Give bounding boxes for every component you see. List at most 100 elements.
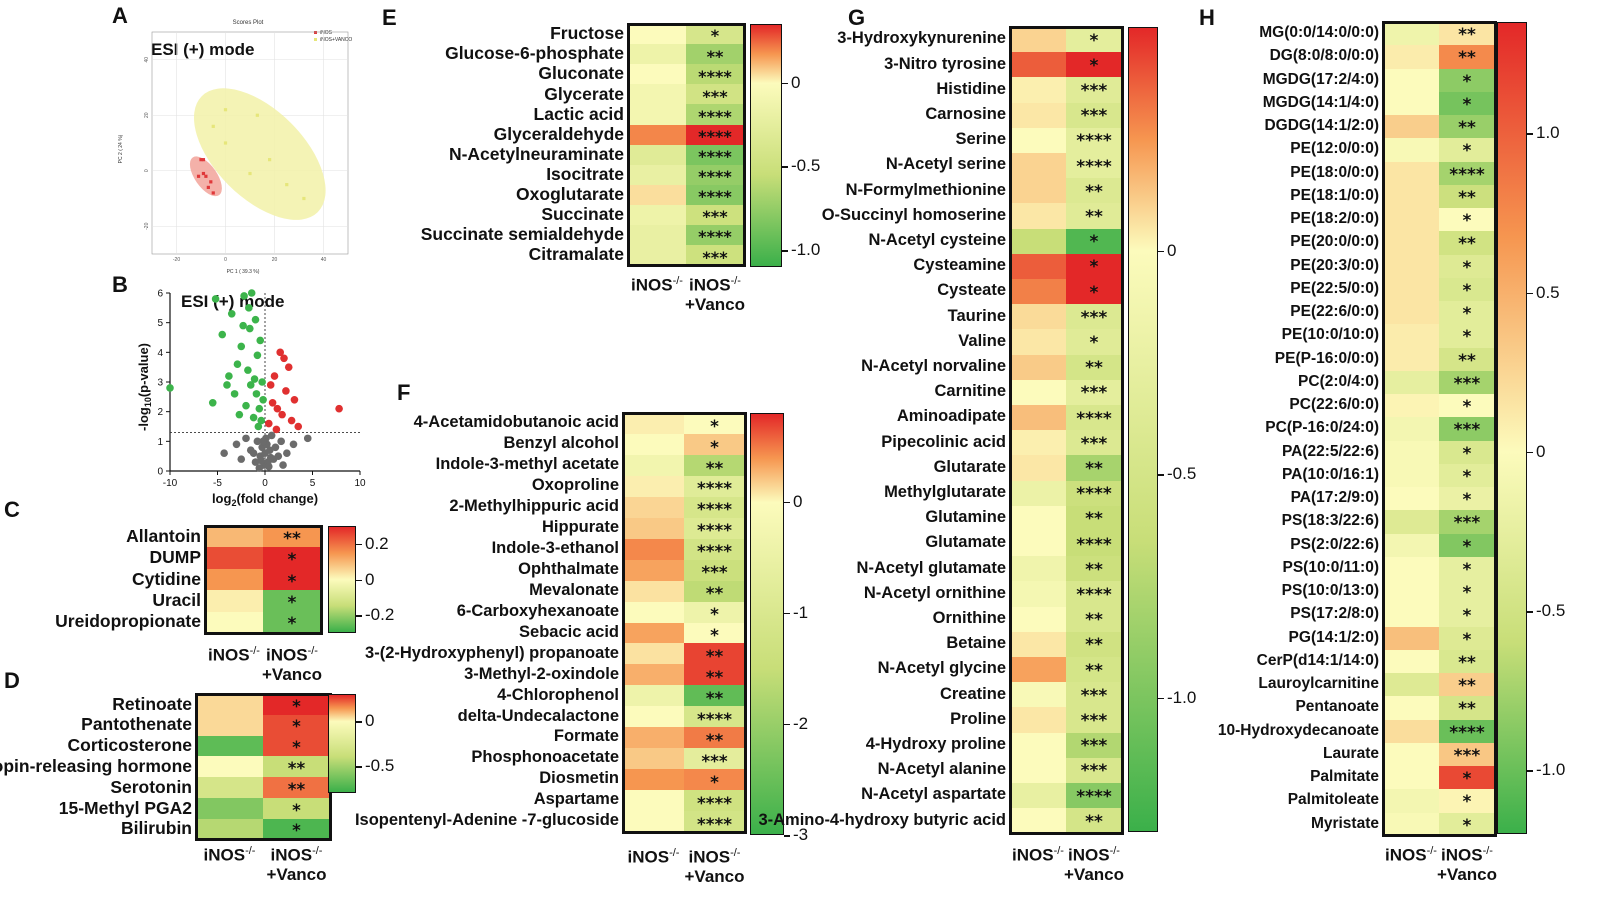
heatmap-cell [1010,808,1067,834]
significance-stars: ** [1085,181,1103,202]
heatmap-cell [1439,626,1496,651]
heatmap-cell [1383,370,1440,395]
heatmap-cell [1010,77,1067,104]
heatmap-cell [205,611,264,634]
scores-xtick: 20 [272,257,278,263]
significance-stars: **** [696,478,733,499]
heatmap-cell [684,727,746,749]
heatmap-cell [1010,304,1067,330]
row-label: Histidine [936,79,1006,98]
heatmap-cell [686,144,745,166]
heatmap-cell [628,245,687,266]
scores-point [211,124,215,128]
volcano-point-down [249,413,258,422]
scores-point [302,196,306,201]
heatmap-cell [1383,533,1440,558]
volcano-plot-xlabel: log2(fold change) [212,491,318,508]
heatmap-cell [1383,115,1440,139]
scores-plot-title: Scores Plot [233,20,264,26]
volcano-point-ns [265,462,273,471]
heatmap-cell [1066,102,1123,129]
heatmap-cell [1066,505,1123,532]
volcano-point-down [237,342,246,351]
heatmap-cell [623,580,685,603]
row-label: Betaine [946,634,1006,653]
colorbar [1497,22,1527,834]
heatmap-cell [1383,766,1440,790]
colorbar-tick-label: 0 [1536,441,1546,461]
heatmap-cell [686,164,745,186]
heatmap-cell [628,24,687,45]
volcano-point-down [255,404,264,413]
scores-ytick: 40 [144,57,150,63]
volcano-plot-mode: ESI (+) mode [181,292,284,311]
heatmap-cell [1010,405,1067,431]
heatmap-cell [1439,208,1496,232]
heatmap-cell [1010,455,1067,482]
significance-stars: * [1462,94,1472,115]
row-label: Oxoglutarate [516,184,624,204]
heatmap-cell [1383,649,1440,674]
significance-stars: *** [702,247,728,267]
row-label: Lauroylcarnitine [1258,675,1379,692]
significance-stars: ** [1458,676,1476,697]
panel-label-d: D [4,668,20,693]
significance-stars: * [710,436,719,457]
significance-stars: **** [1449,722,1485,743]
scores-point [196,174,201,178]
heatmap-cell [623,496,685,519]
volcano-point-up [272,425,281,434]
volcano-point-down [235,410,244,419]
row-label: Hippurate [541,517,619,536]
row-label: Aspartame [533,790,619,809]
significance-stars: * [1462,327,1472,348]
row-label: Carnitine [934,382,1006,401]
volcano-xtick: -5 [213,478,222,489]
significance-stars: **** [1076,131,1112,152]
row-label: DUMP [149,547,201,568]
row-label: 3-(2-Hydroxyphenyl) propanoate [365,643,619,662]
row-label: Serotonin [110,776,192,797]
heatmap-cell [623,769,685,791]
scores-plot-mode: ESI (+) mode [151,40,254,59]
heatmap-cell [263,756,331,778]
row-label: O-Succinyl homoserine [821,205,1006,224]
significance-stars: *** [702,86,728,106]
volcano-point-ns [220,449,228,457]
volcano-point-down [225,372,233,380]
panel-label-h: H [1199,5,1215,30]
heatmap-cell [196,777,264,799]
significance-stars: ** [1458,699,1476,720]
row-label: 3-Hydroxykynurenine [837,29,1006,48]
row-label: 10-Hydroxydecanoate [1217,721,1379,739]
significance-stars: *** [1080,736,1108,757]
heatmap-cell [684,433,746,456]
colorbar-tick-label: -2 [793,713,809,733]
significance-stars: * [292,800,301,820]
row-label: PC(22:6/0:0) [1289,396,1379,413]
colorbar [750,413,784,835]
heatmap-cell [1383,626,1440,651]
row-label: Valine [958,331,1006,350]
volcano-point-ns [271,443,280,452]
heatmap-cell [1066,531,1123,557]
row-label: Pentanoate [1295,698,1379,716]
row-label: PE(10:0/10:0) [1281,326,1379,344]
row-label: Isocitrate [546,163,624,184]
heatmap-cell [1439,487,1496,511]
heatmap-cell [1439,254,1496,279]
heatmap-cell [623,622,685,644]
heatmap-cell [1066,279,1123,305]
volcano-xtick: -10 [163,478,178,489]
volcano-point-down [166,384,174,392]
significance-stars: **** [698,187,732,207]
colorbar-tick-label: 0 [365,569,375,589]
colorbar-tick-label: -0.5 [365,756,395,775]
volcano-point-down [223,381,231,389]
row-label: Sebacic acid [519,622,619,641]
legend-label-inos: iNOS [320,30,333,36]
significance-stars: **** [696,541,733,562]
heatmap-cell [1010,253,1067,280]
significance-stars: **** [698,167,732,187]
heatmap-cell [1383,91,1440,116]
